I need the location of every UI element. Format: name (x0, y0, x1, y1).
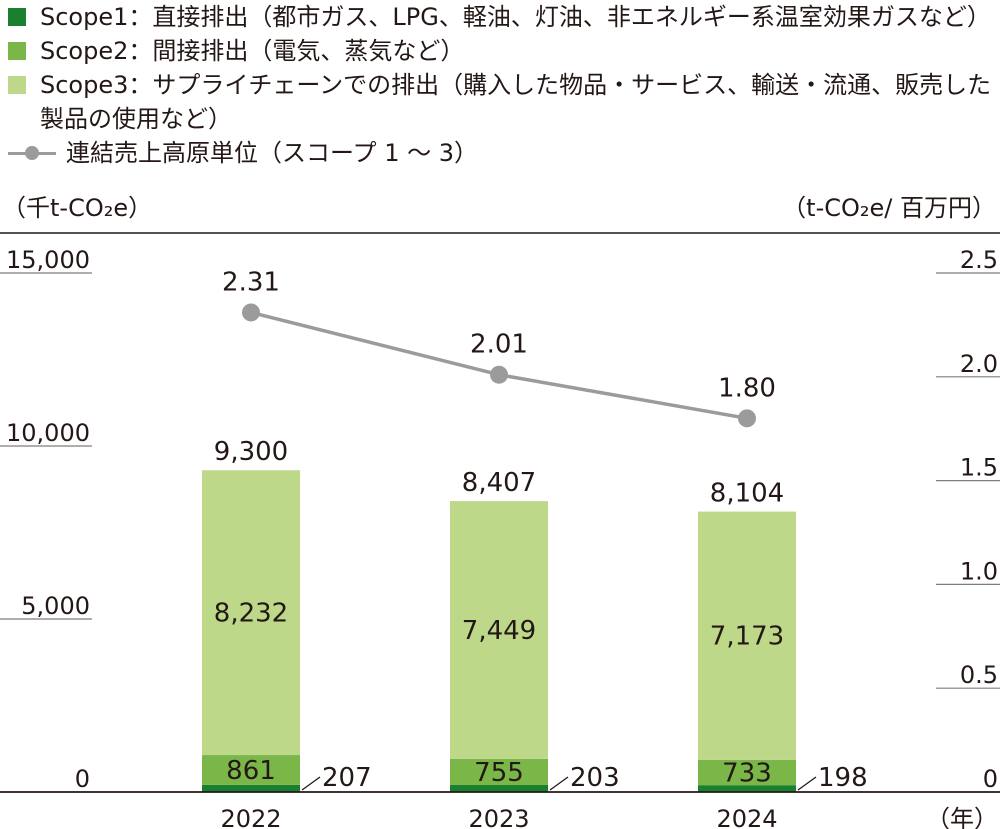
legend-item-scope1: Scope1：直接排出（都市ガス、LPG、軽油、灯油、非エネルギー系温室効果ガス… (8, 0, 998, 34)
legend-scope1-label: Scope1：直接排出（都市ガス、LPG、軽油、灯油、非エネルギー系温室効果ガス… (40, 3, 991, 31)
left-tick-label: 10,000 (6, 419, 90, 447)
bar-scope2 (202, 755, 300, 785)
total-value-label: 8,407 (462, 468, 536, 498)
scope2-swatch (8, 42, 26, 60)
bar-scope2 (450, 758, 548, 785)
total-value-label: 9,300 (214, 437, 288, 467)
right-tick-label: 1.5 (960, 454, 998, 482)
x-category-label: 2022 (220, 805, 281, 829)
right-tick-label: 0.5 (960, 661, 998, 689)
scope1-leader-line (549, 776, 569, 791)
intensity-value-label: 2.01 (470, 330, 528, 360)
intensity-point (738, 409, 756, 428)
scope3-swatch (8, 76, 26, 94)
scope1-value-label: 207 (322, 763, 372, 793)
intensity-line-marker (8, 136, 56, 170)
legend-item-intensity: 連結売上高原単位（スコープ 1 ～ 3） (8, 136, 998, 170)
scope3-value-label: 7,449 (462, 616, 536, 646)
bar-scope1 (698, 785, 796, 792)
right-axis-unit: （t-CO₂e/ 百万円） (782, 194, 996, 222)
total-value-label: 8,104 (710, 479, 784, 509)
bar-scope3 (698, 511, 796, 760)
scope2-value-label: 733 (722, 758, 772, 788)
right-tick-label: 1.0 (960, 557, 998, 585)
bar-scope1 (450, 784, 548, 792)
scope1-value-label: 203 (570, 763, 620, 793)
scope2-value-label: 861 (226, 756, 276, 786)
legend-scope2-label: Scope2：間接排出（電気、蒸気など） (40, 37, 465, 65)
legend-item-scope2: Scope2：間接排出（電気、蒸気など） (8, 34, 998, 68)
scope1-leader-line (797, 776, 817, 791)
left-axis-unit: （千t-CO₂e） (2, 194, 153, 222)
x-axis-unit: （年） (926, 805, 998, 829)
intensity-line (250, 310, 748, 421)
right-tick-label: 2.5 (960, 246, 998, 274)
intensity-value-label: 1.80 (718, 373, 776, 403)
scope1-value-label: 198 (818, 763, 868, 793)
right-tick-label: 2.0 (960, 350, 998, 378)
legend-item-scope3: Scope3：サプライチェーンでの排出（購入した物品・サービス、輸送・流通、販売… (8, 68, 998, 136)
scope1-swatch (8, 8, 26, 26)
left-tick-label: 15,000 (6, 246, 90, 274)
left-tick-label: 5,000 (21, 592, 90, 620)
intensity-point (490, 365, 508, 384)
bar-scope3 (450, 501, 548, 759)
right-tick-label: 0 (983, 765, 998, 793)
left-tick-label: 0 (75, 765, 90, 793)
intensity-value-label: 2.31 (222, 267, 280, 297)
intensity-point (242, 303, 260, 322)
x-category-label: 2024 (716, 805, 777, 829)
legend-scope3-label: Scope3：サプライチェーンでの排出（購入した物品・サービス、輸送・流通、販売… (40, 71, 992, 133)
scope1-leader-line (301, 776, 321, 791)
legend-intensity-label: 連結売上高原単位（スコープ 1 ～ 3） (66, 139, 478, 167)
scope3-value-label: 7,173 (710, 622, 784, 652)
bar-scope1 (202, 784, 300, 792)
bar-scope3 (202, 470, 300, 756)
bar-scope2 (698, 759, 796, 786)
x-category-label: 2023 (468, 805, 529, 829)
scope3-value-label: 8,232 (214, 599, 288, 629)
chart-legend: Scope1：直接排出（都市ガス、LPG、軽油、灯油、非エネルギー系温室効果ガス… (8, 0, 998, 170)
scope2-value-label: 755 (474, 758, 524, 788)
